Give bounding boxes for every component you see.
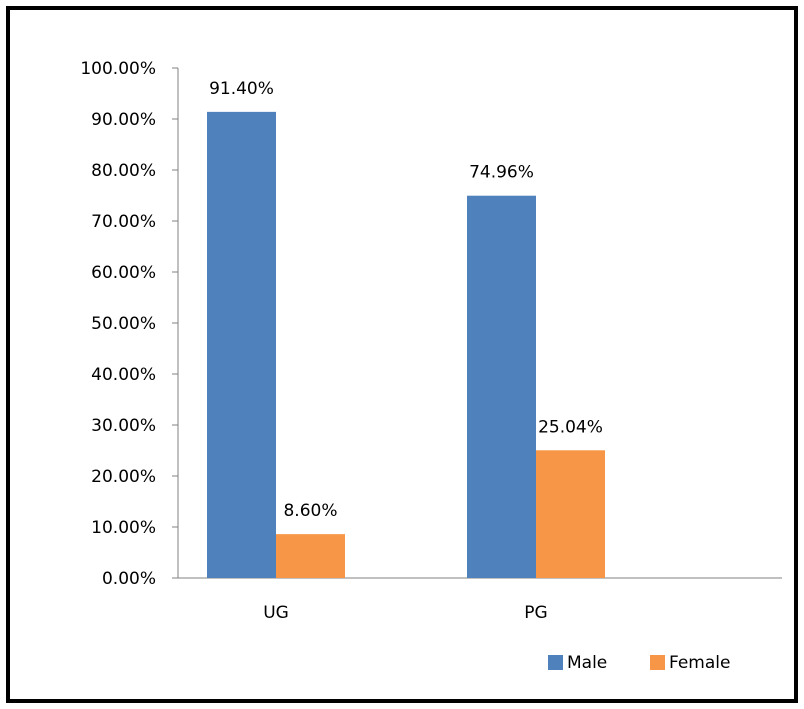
- y-tick-label: 90.00%: [91, 110, 156, 130]
- y-tick-label: 100.00%: [80, 59, 156, 79]
- legend-swatch-female: [650, 655, 665, 670]
- y-tick-label: 10.00%: [91, 518, 156, 538]
- y-tick-label: 40.00%: [91, 365, 156, 385]
- y-tick-label: 50.00%: [91, 314, 156, 334]
- data-label: 74.96%: [469, 163, 534, 183]
- data-label: 8.60%: [283, 501, 337, 521]
- legend-swatch-male: [548, 655, 563, 670]
- bars-group: [207, 111, 605, 579]
- category-label-ug: UG: [263, 603, 289, 623]
- y-tick-label: 70.00%: [91, 212, 156, 232]
- legend: Male Female: [548, 653, 730, 673]
- y-tick-label: 30.00%: [91, 416, 156, 436]
- y-tick-label: 0.00%: [102, 569, 156, 589]
- y-tick-label: 80.00%: [91, 161, 156, 181]
- data-label: 25.04%: [538, 417, 603, 437]
- data-labels-group: 91.40% 8.60% 74.96% 25.04%: [209, 79, 603, 521]
- legend-label-male: Male: [567, 653, 607, 673]
- category-label-pg: PG: [524, 603, 547, 623]
- chart-frame: [6, 6, 798, 703]
- legend-label-female: Female: [669, 653, 730, 673]
- bar-female-pg: [536, 450, 605, 578]
- data-label: 91.40%: [209, 79, 274, 99]
- y-tick-label: 20.00%: [91, 467, 156, 487]
- bar-male-pg: [467, 195, 536, 579]
- y-tick-label: 60.00%: [91, 263, 156, 283]
- category-labels-group: UG PG: [263, 603, 548, 623]
- bar-male-ug: [207, 111, 276, 579]
- bar-female-ug: [276, 534, 345, 578]
- y-axis-ticks: 0.00% 10.00% 20.00% 30.00% 40.00% 50.00% 60.00…: [80, 59, 178, 589]
